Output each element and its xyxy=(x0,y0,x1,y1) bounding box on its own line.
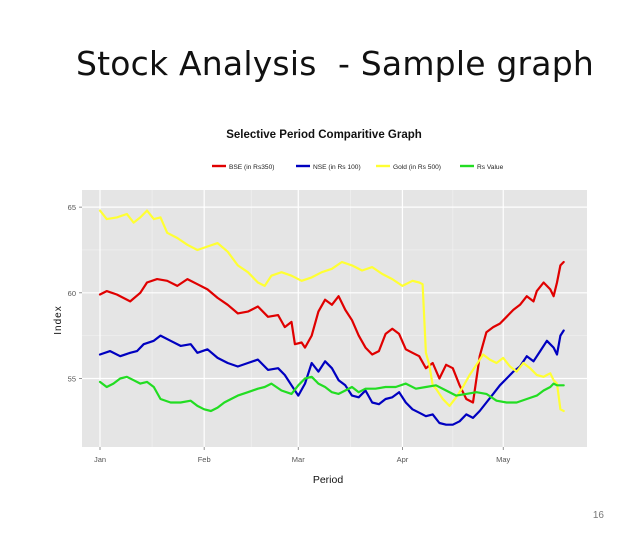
x-tick-label: Mar xyxy=(292,455,305,464)
plot-panel xyxy=(82,190,587,447)
series-line xyxy=(98,329,565,426)
legend-label: NSE (in Rs 100) xyxy=(313,164,361,171)
series-line xyxy=(98,209,565,413)
y-tick-label: 60 xyxy=(68,289,76,298)
legend-label: Gold (in Rs 500) xyxy=(393,164,441,171)
series-layer xyxy=(98,209,565,426)
y-tick-label: 55 xyxy=(68,374,76,383)
series-line xyxy=(98,260,565,404)
x-axis-label: Period xyxy=(313,474,344,486)
axes: 55 60 65 Jan Feb Mar Apr May xyxy=(68,203,511,464)
x-tick-label: Apr xyxy=(397,455,409,464)
x-tick-label: Jan xyxy=(94,455,106,464)
x-tick-label: May xyxy=(496,455,510,464)
legend-box xyxy=(206,158,446,174)
slide-number: 16 xyxy=(592,510,604,521)
y-tick-label: 65 xyxy=(68,203,76,212)
x-tick-label: Feb xyxy=(198,455,211,464)
legend-label: Rs Value xyxy=(477,164,504,171)
legend-label: BSE (in Rs350) xyxy=(229,164,274,171)
series-line xyxy=(98,375,565,413)
y-axis-label: Index xyxy=(53,305,64,334)
slide-title: Stock Analysis - Sample graph xyxy=(76,44,594,83)
chart-title: Selective Period Comparitive Graph xyxy=(226,129,422,141)
chart-legend: BSE (in Rs350) NSE (in Rs 100) Gold (in Rs… xyxy=(206,158,504,174)
grid-lines xyxy=(82,190,587,447)
